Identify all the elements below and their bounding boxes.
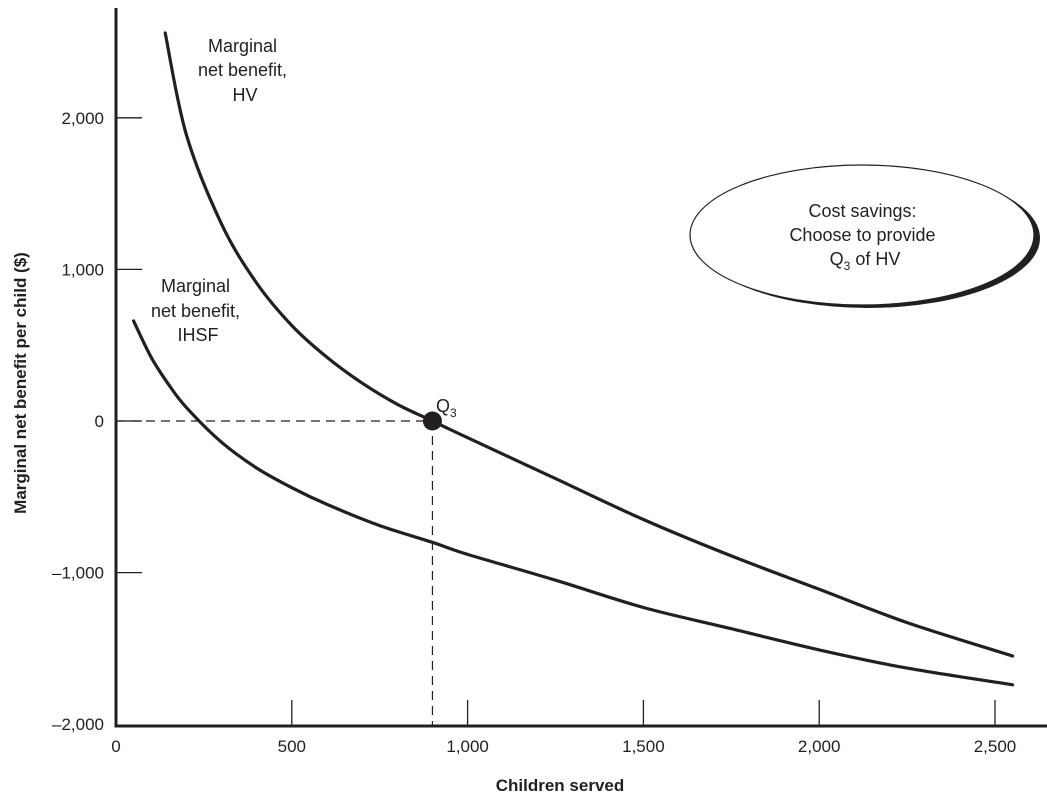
x-tick-label: 0 — [111, 737, 120, 756]
y-axis-title: Marginal net benefit per child ($) — [11, 252, 30, 514]
curve-ihsf — [132, 319, 1015, 687]
series-label-ihsf-line-2: net benefit, — [151, 301, 240, 321]
x-tick-label: 2,500 — [974, 737, 1017, 756]
series-label-hv: Marginal net benefit, HV — [198, 36, 292, 105]
y-tick-label: –1,000 — [52, 564, 104, 583]
callout-line-2: Choose to provide — [789, 225, 935, 245]
series-label-ihsf: Marginal net benefit, IHSF — [151, 276, 245, 345]
series-label-hv-line-1: Marginal — [208, 36, 277, 56]
y-tick-label: –2,000 — [52, 715, 104, 734]
y-tick-label: 1,000 — [61, 260, 104, 279]
curves — [132, 31, 1015, 687]
ticks — [116, 117, 996, 726]
callout-line-3: Q3 of HV — [830, 249, 901, 273]
points — [422, 411, 442, 431]
x-tick-label: 500 — [278, 737, 306, 756]
series-label-ihsf-line-3: IHSF — [177, 325, 218, 345]
y-tick-label: 2,000 — [61, 109, 104, 128]
q3-point-label: Q3 — [436, 396, 457, 420]
q3-point — [422, 411, 442, 431]
x-axis-title: Children served — [496, 776, 625, 795]
series-label-hv-line-2: net benefit, — [198, 60, 287, 80]
guide-lines — [116, 420, 434, 726]
x-tick-label: 1,000 — [446, 737, 489, 756]
callout-line-1: Cost savings: — [808, 201, 916, 221]
callout-bubble — [689, 164, 1035, 306]
axes — [114, 8, 1047, 728]
curve-hv — [163, 31, 1015, 658]
y-tick-label: 0 — [95, 412, 104, 431]
series-label-hv-line-3: HV — [232, 85, 257, 105]
x-tick-label: 2,000 — [798, 737, 841, 756]
x-tick-label: 1,500 — [622, 737, 665, 756]
tick-labels: 0 500 1,000 1,500 2,000 2,500 –2,000 –1,000 0 1,0… — [52, 109, 1016, 756]
cost-savings-callout: Cost savings: Choose to provide Q3 of HV — [689, 164, 1040, 308]
callout-text: Cost savings: Choose to provide Q3 of HV — [789, 201, 940, 273]
series-label-ihsf-line-1: Marginal — [161, 276, 230, 296]
